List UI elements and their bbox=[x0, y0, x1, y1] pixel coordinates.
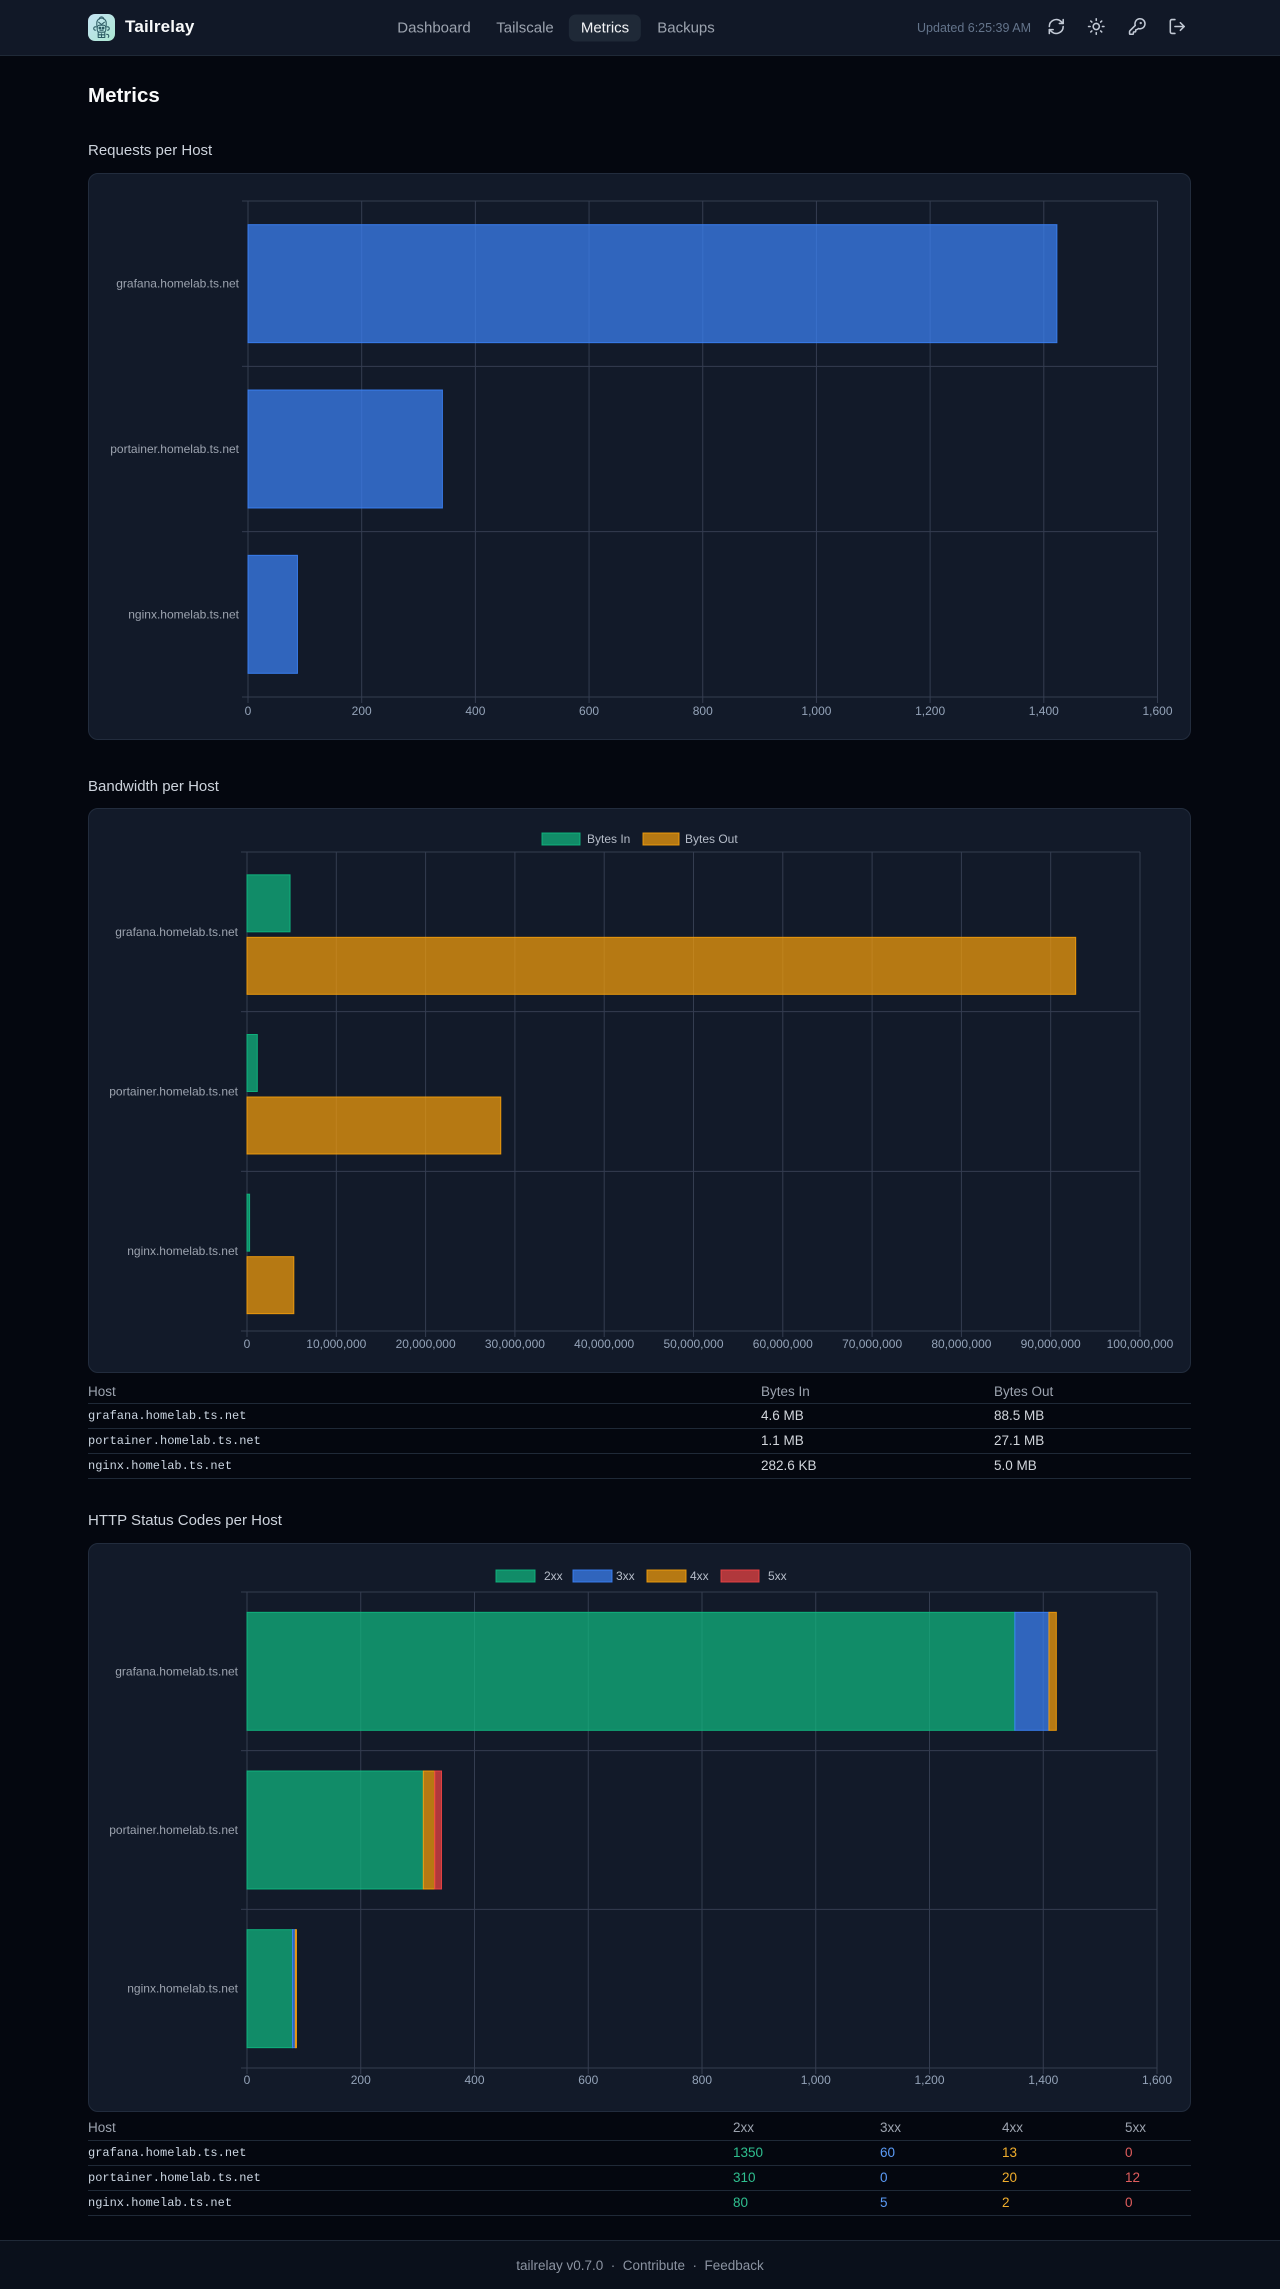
svg-text:1,600: 1,600 bbox=[1142, 704, 1172, 718]
svg-text:1,200: 1,200 bbox=[915, 704, 945, 718]
svg-text:nginx.homelab.ts.net: nginx.homelab.ts.net bbox=[127, 1982, 238, 1996]
svg-text:4xx: 4xx bbox=[690, 1569, 709, 1583]
svg-text:Bytes In: Bytes In bbox=[587, 832, 630, 846]
svg-text:1,200: 1,200 bbox=[914, 2073, 944, 2087]
svg-text:Bytes Out: Bytes Out bbox=[685, 832, 738, 846]
svg-text:400: 400 bbox=[464, 2073, 484, 2087]
svg-text:portainer.homelab.ts.net: portainer.homelab.ts.net bbox=[110, 442, 239, 456]
svg-text:0: 0 bbox=[245, 704, 252, 718]
svg-text:5xx: 5xx bbox=[768, 1569, 787, 1583]
svg-text:600: 600 bbox=[579, 704, 599, 718]
svg-text:1,000: 1,000 bbox=[801, 704, 831, 718]
svg-text:2xx: 2xx bbox=[544, 1569, 563, 1583]
svg-text:0: 0 bbox=[244, 2073, 251, 2087]
svg-text:10,000,000: 10,000,000 bbox=[306, 1337, 366, 1351]
svg-text:40,000,000: 40,000,000 bbox=[574, 1337, 634, 1351]
svg-text:60,000,000: 60,000,000 bbox=[753, 1337, 813, 1351]
svg-text:portainer.homelab.ts.net: portainer.homelab.ts.net bbox=[109, 1085, 238, 1099]
svg-text:800: 800 bbox=[692, 2073, 712, 2087]
svg-text:1,400: 1,400 bbox=[1029, 704, 1059, 718]
svg-text:800: 800 bbox=[693, 704, 713, 718]
svg-text:nginx.homelab.ts.net: nginx.homelab.ts.net bbox=[128, 607, 239, 621]
svg-text:1,600: 1,600 bbox=[1142, 2073, 1172, 2087]
svg-text:100,000,000: 100,000,000 bbox=[1107, 1337, 1174, 1351]
svg-text:70,000,000: 70,000,000 bbox=[842, 1337, 902, 1351]
svg-text:0: 0 bbox=[244, 1337, 251, 1351]
svg-text:grafana.homelab.ts.net: grafana.homelab.ts.net bbox=[116, 277, 239, 291]
svg-text:600: 600 bbox=[578, 2073, 598, 2087]
svg-text:portainer.homelab.ts.net: portainer.homelab.ts.net bbox=[109, 1823, 238, 1837]
svg-text:50,000,000: 50,000,000 bbox=[663, 1337, 723, 1351]
svg-text:200: 200 bbox=[352, 704, 372, 718]
svg-text:80,000,000: 80,000,000 bbox=[931, 1337, 991, 1351]
svg-text:grafana.homelab.ts.net: grafana.homelab.ts.net bbox=[115, 1664, 238, 1678]
svg-text:grafana.homelab.ts.net: grafana.homelab.ts.net bbox=[115, 925, 238, 939]
svg-text:1,400: 1,400 bbox=[1028, 2073, 1058, 2087]
svg-text:200: 200 bbox=[351, 2073, 371, 2087]
svg-text:400: 400 bbox=[465, 704, 485, 718]
svg-text:20,000,000: 20,000,000 bbox=[396, 1337, 456, 1351]
svg-text:30,000,000: 30,000,000 bbox=[485, 1337, 545, 1351]
svg-text:1,000: 1,000 bbox=[801, 2073, 831, 2087]
svg-text:3xx: 3xx bbox=[616, 1569, 635, 1583]
svg-text:nginx.homelab.ts.net: nginx.homelab.ts.net bbox=[127, 1244, 238, 1258]
svg-text:90,000,000: 90,000,000 bbox=[1021, 1337, 1081, 1351]
